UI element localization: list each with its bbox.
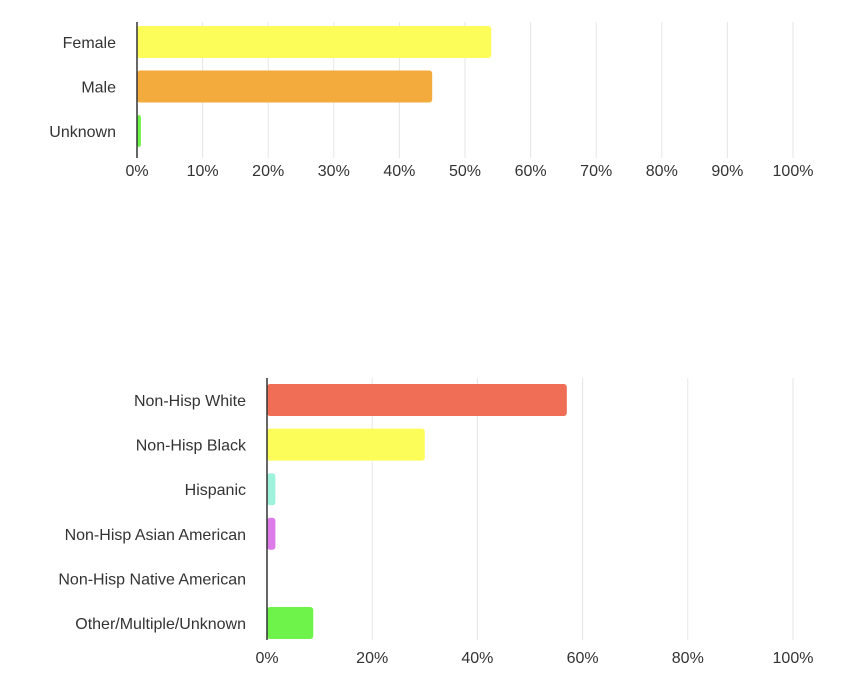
x-tick-label-100: 100% [773, 163, 814, 180]
bar-unknown [137, 115, 141, 147]
x-tick-label-80: 80% [672, 650, 704, 667]
x-tick-label-10: 10% [187, 163, 219, 180]
bar-non-hisp-white [267, 384, 567, 416]
category-label-hispanic: Hispanic [185, 482, 246, 499]
gender-bar-chart: Female Male Unknown 0% 10% 20% 30% 40% 50% 60% 70%… [49, 22, 813, 180]
x-tick-label-0: 0% [255, 650, 278, 667]
bar-non-hisp-black [267, 428, 425, 461]
x-tick-label-30: 30% [318, 163, 350, 180]
category-label-non-hisp-black: Non-Hisp Black [136, 438, 247, 455]
x-tick-label-50: 50% [449, 163, 481, 180]
x-tick-label-80: 80% [646, 163, 678, 180]
bar-other-multiple-unknown [267, 607, 314, 639]
x-tick-label-70: 70% [580, 163, 612, 180]
x-tick-label-40: 40% [461, 650, 493, 667]
x-tick-label-0: 0% [125, 163, 148, 180]
category-label-male: Male [81, 80, 116, 97]
bar-male [137, 70, 433, 103]
category-label-other-multiple-unknown: Other/Multiple/Unknown [75, 616, 246, 633]
bar-non-hisp-asian-american [267, 517, 276, 550]
category-label-non-hisp-native-american: Non-Hisp Native American [58, 571, 246, 588]
x-tick-label-20: 20% [356, 650, 388, 667]
race-ethnicity-bar-chart: Non-Hisp White Non-Hisp Black Hispanic Non-… [58, 378, 813, 667]
category-label-non-hisp-asian-american: Non-Hisp Asian American [65, 527, 246, 544]
category-label-female: Female [63, 35, 116, 52]
bar-female [137, 26, 492, 58]
bar-hispanic [267, 473, 276, 506]
x-tick-label-60: 60% [515, 163, 547, 180]
x-tick-label-60: 60% [567, 650, 599, 667]
x-tick-label-20: 20% [252, 163, 284, 180]
x-tick-label-40: 40% [383, 163, 415, 180]
category-label-non-hisp-white: Non-Hisp White [134, 393, 246, 410]
x-tick-label-100: 100% [773, 650, 814, 667]
x-tick-label-90: 90% [711, 163, 743, 180]
category-label-unknown: Unknown [49, 124, 116, 141]
